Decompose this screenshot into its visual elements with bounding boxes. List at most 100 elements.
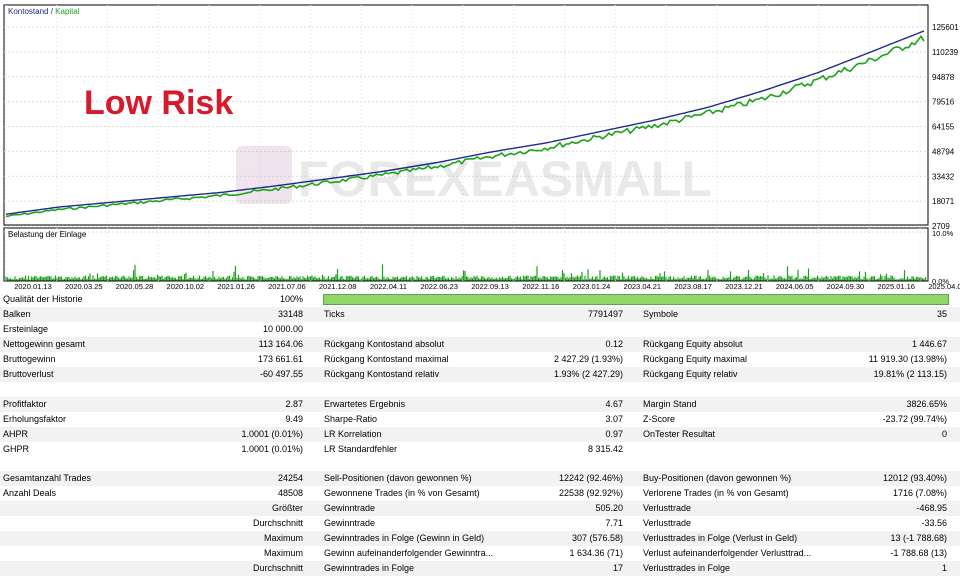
- quality-value: 100%: [279, 294, 303, 304]
- x-tick-label: 2025.04.09: [928, 282, 960, 291]
- value-cell: 113 164.06: [258, 339, 303, 349]
- watermark-text: FOREXEASMALL: [298, 151, 712, 207]
- value-cell: 307 (576.58): [571, 533, 623, 543]
- value-cell: 1 634.36 (71): [569, 548, 623, 558]
- value-cell: 19.81% (2 113.15): [873, 369, 947, 379]
- value-cell: 17: [612, 563, 623, 573]
- x-tick-label: 2020.05.28: [116, 282, 154, 291]
- value-cell: 13 (-1 788.68): [890, 533, 947, 543]
- table-row: Durchschnitt Gewinntrades in Folge 17 Verlu…: [0, 561, 960, 576]
- label-cell: Ersteinlage: [3, 324, 49, 334]
- y-tick-label: 64155: [932, 123, 955, 132]
- label-cell: Sell-Positionen (davon gewonnen %): [324, 473, 472, 483]
- label-cell: [640, 322, 843, 337]
- label-cell: LR Korrelation: [324, 429, 382, 439]
- x-tick-label: 2020.10.02: [167, 282, 205, 291]
- value-cell: -1 788.68 (13): [890, 548, 947, 558]
- y-axis-ticks: 125601 110239 94878 79516 64155 48794 33432 180…: [932, 23, 959, 231]
- value-cell: 9.49: [285, 414, 303, 424]
- x-tick-label: 2025.01.16: [877, 282, 915, 291]
- watermark-logo-icon: [236, 146, 292, 204]
- equity-line: [5, 35, 925, 218]
- value-cell: [521, 322, 623, 337]
- x-tick-label: 2022.11.16: [522, 282, 559, 291]
- x-tick-label: 2022.09.13: [471, 282, 509, 291]
- label-cell: Gewinntrades in Folge: [324, 563, 415, 573]
- table-row: Bruttoverlust -60 497.55 Rückgang Kontosta…: [0, 367, 960, 382]
- value-cell: 1.93% (2 427.29): [553, 369, 623, 379]
- table-row: Maximum Gewinn aufeinanderfolgender Gewin…: [0, 546, 960, 561]
- label-cell: Margin Stand: [643, 399, 697, 409]
- value-cell: 3.07: [605, 414, 623, 424]
- x-tick-label: 2023.12.21: [725, 282, 763, 291]
- label-cell: [321, 322, 524, 337]
- y-tick-label: 18071: [932, 197, 955, 206]
- equity-series: [5, 35, 925, 218]
- value-cell: 8 315.42: [587, 444, 623, 454]
- x-tick-label: 2024.09.30: [827, 282, 865, 291]
- value-cell: 3826.65%: [906, 399, 947, 409]
- value-cell: Durchschnitt: [252, 563, 303, 573]
- x-tick-label: 2023.04.21: [624, 282, 662, 291]
- label-cell: Erholungsfaktor: [3, 414, 67, 424]
- value-cell: 10 000.00: [262, 324, 303, 334]
- table-row: Durchschnitt Gewinntrade 7.71 Verlusttrade -…: [0, 516, 960, 531]
- label-cell: Profitfaktor: [3, 399, 47, 409]
- value-cell: 4.67: [605, 399, 623, 409]
- load-axis-ticks: 10.0% 0.0%: [932, 229, 954, 286]
- label-cell: Gewinntrades in Folge (Gewinn in Geld): [324, 533, 485, 543]
- chart-area: FOREXEASMALL Low Risk Kontostand / Kapit…: [0, 0, 960, 292]
- value-cell: 35: [936, 309, 947, 319]
- quality-progress-bar: [323, 294, 949, 305]
- balance-series: [5, 30, 925, 215]
- table-row: AHPR 1.0001 (0.01%) LR Korrelation 0.97 OnTe…: [0, 427, 960, 442]
- label-cell: Verlusttrades in Folge (Verlust in Geld): [643, 533, 798, 543]
- label-cell: Rückgang Kontostand absolut: [324, 339, 445, 349]
- y-tick-label: 48794: [932, 147, 955, 156]
- label-cell: Rückgang Kontostand relativ: [324, 369, 440, 379]
- value-cell: 11 919.30 (13.98%): [868, 354, 947, 364]
- y-tick-label: 2709: [932, 222, 950, 231]
- table-row: Ersteinlage 10 000.00: [0, 322, 960, 337]
- legend-balance: Kontostand: [8, 7, 48, 16]
- value-cell: -33.56: [921, 518, 947, 528]
- y-tick-label: 125601: [932, 23, 959, 32]
- y-tick-label: 94878: [932, 73, 955, 82]
- label-cell: Balken: [3, 309, 31, 319]
- label-cell: Gewinn aufeinanderfolgender Gewinntra...: [324, 548, 494, 558]
- label-cell: Verlusttrade: [643, 518, 692, 528]
- table-row: Bruttogewinn 173 661.61 Rückgang Kontostan…: [0, 352, 960, 367]
- x-axis-ticks: 2020.01.13 2020.03.25 2020.05.28 2020.10.02…: [14, 282, 960, 291]
- label-cell: Z-Score: [643, 414, 676, 424]
- label-cell: Verlorene Trades (in % von Gesamt): [643, 488, 789, 498]
- label-cell: [0, 516, 163, 531]
- label-cell: OnTester Resultat: [643, 429, 716, 439]
- value-cell: 173 661.61: [257, 354, 303, 364]
- label-cell: AHPR: [3, 429, 29, 439]
- value-cell: Durchschnitt: [252, 518, 303, 528]
- value-cell: 2.87: [285, 399, 303, 409]
- table-row: Größter Gewinntrade 505.20 Verlusttrade -468…: [0, 501, 960, 516]
- label-cell: [0, 546, 163, 561]
- value-cell: [840, 322, 947, 337]
- value-cell: Größter: [271, 503, 303, 513]
- label-cell: [0, 531, 163, 546]
- balance-line: [5, 30, 925, 215]
- x-tick-label: 2020.03.25: [65, 282, 103, 291]
- label-cell: GHPR: [3, 444, 30, 454]
- x-tick-label: 2021.07.06: [268, 282, 306, 291]
- value-cell: 1 446.67: [911, 339, 947, 349]
- table-row: Gesamtanzahl Trades 24254 Sell-Positionen …: [0, 471, 960, 486]
- label-cell: Bruttoverlust: [3, 369, 54, 379]
- y-tick-label: 110239: [932, 48, 959, 57]
- x-tick-label: 2022.06.23: [420, 282, 458, 291]
- load-plot-frame: [3, 227, 929, 282]
- label-cell: Rückgang Equity maximal: [643, 354, 748, 364]
- value-cell: 22538 (92.92%): [558, 488, 623, 498]
- label-cell: [640, 442, 843, 457]
- load-bars: [5, 264, 927, 281]
- x-tick-label: 2023.08.17: [674, 282, 712, 291]
- y-tick-label: 79516: [932, 98, 955, 107]
- table-row: Qualität der Historie 100%: [0, 292, 960, 307]
- table-row: GHPR 1.0001 (0.01%) LR Standardfehler 8 315…: [0, 442, 960, 457]
